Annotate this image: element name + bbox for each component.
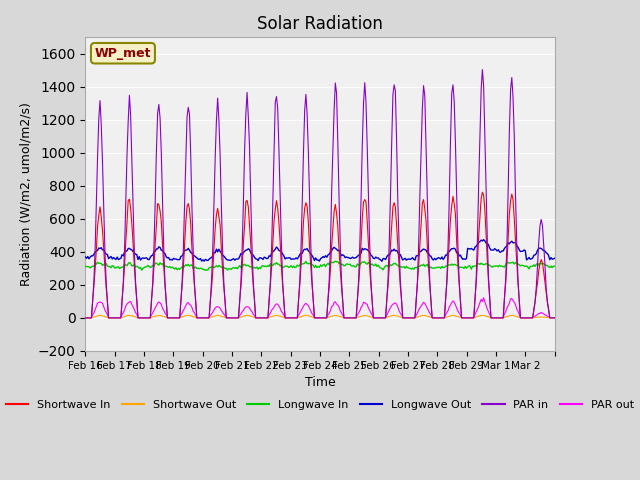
X-axis label: Time: Time <box>305 376 335 389</box>
Legend: Shortwave In, Shortwave Out, Longwave In, Longwave Out, PAR in, PAR out: Shortwave In, Shortwave Out, Longwave In… <box>2 396 638 414</box>
Y-axis label: Radiation (W/m2, umol/m2/s): Radiation (W/m2, umol/m2/s) <box>19 102 32 286</box>
Text: WP_met: WP_met <box>95 47 151 60</box>
Title: Solar Radiation: Solar Radiation <box>257 15 383 33</box>
